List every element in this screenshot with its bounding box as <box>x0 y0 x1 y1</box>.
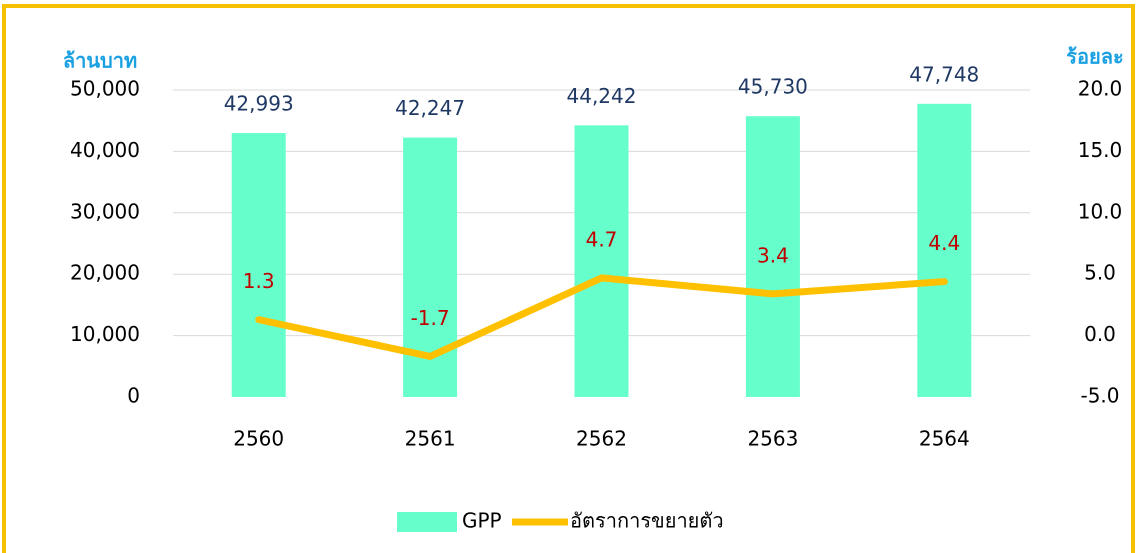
line-value-label: 4.4 <box>928 231 960 255</box>
bar <box>917 103 972 398</box>
y-tick-label: 0 <box>127 384 140 408</box>
bar-value-label: 47,748 <box>909 62 979 86</box>
line <box>255 274 948 360</box>
bar-value-label: 44,242 <box>567 84 637 108</box>
y-tick-label: 20,000 <box>70 261 140 285</box>
x-tick-label: 2561 <box>405 427 456 451</box>
x-tick-label: 2560 <box>233 427 284 451</box>
y2-tick-label: 15.0 <box>1078 138 1123 162</box>
legend-swatch <box>397 512 457 532</box>
y2-tick-label: 0.0 <box>1084 322 1116 346</box>
y-tick-label: 30,000 <box>70 199 140 223</box>
y2-tick-label: 10.0 <box>1078 199 1123 223</box>
bar <box>574 125 629 397</box>
y-tick-label: 40,000 <box>70 138 140 162</box>
y2-tick-label: 5.0 <box>1084 261 1116 285</box>
line-value-label: -1.7 <box>411 306 450 330</box>
legend-label: GPP <box>462 509 502 533</box>
y-tick-label: 50,000 <box>70 77 140 101</box>
bar <box>745 116 800 397</box>
y2-tick-label: -5.0 <box>1080 384 1119 408</box>
bar <box>231 133 286 397</box>
bar-value-label: 42,993 <box>224 92 294 116</box>
line-value-label: 3.4 <box>757 243 789 267</box>
frame <box>2 4 1135 553</box>
y2-tick-label: 20.0 <box>1078 77 1123 101</box>
y-axis-label: ล้านบาท <box>63 49 137 73</box>
y2-axis-label: ร้อยละ <box>1066 45 1123 69</box>
x-tick-label: 2563 <box>747 427 798 451</box>
x-tick-label: 2562 <box>576 427 627 451</box>
bar-value-label: 45,730 <box>738 75 808 99</box>
x-tick-label: 2564 <box>919 427 970 451</box>
line-value-label: 4.7 <box>586 227 618 251</box>
legend-label: อัตราการขยายตัว <box>570 509 724 533</box>
y-tick-label: 10,000 <box>70 322 140 346</box>
line-value-label: 1.3 <box>243 269 275 293</box>
bar-value-label: 42,247 <box>395 96 465 120</box>
